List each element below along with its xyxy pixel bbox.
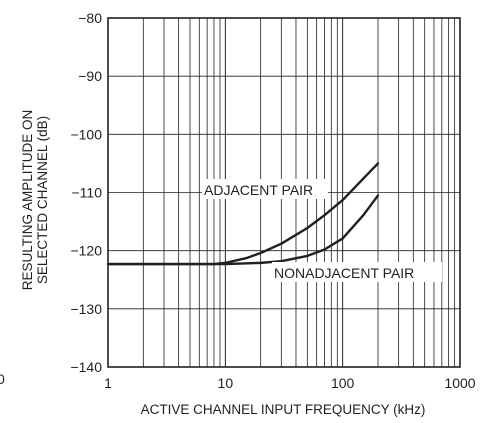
y-tick-label: −100 [70, 126, 102, 142]
plot-frame [107, 17, 461, 368]
series-lines [106, 162, 380, 266]
stray-label: 0 [0, 371, 5, 387]
y-tick-label: −80 [78, 10, 102, 26]
x-tick-label: 1000 [444, 375, 475, 391]
series-line-nonadjacent-pair [106, 194, 380, 266]
y-tick-label: −140 [70, 359, 102, 375]
nonadjacent-label-bg [272, 262, 442, 282]
adjacent-pair-label: ADJACENT PAIR [204, 182, 313, 198]
x-axis-label: ACTIVE CHANNEL INPUT FREQUENCY (kHz) [141, 402, 426, 417]
y-tick-label: −120 [70, 243, 102, 259]
y-axis-label-line2: SELECTED CHANNEL (dB) [35, 116, 50, 284]
y-tick-label: −130 [70, 301, 102, 317]
y-axis-label-line1: RESULTING AMPLITUDE ON [20, 110, 35, 291]
nonadjacent-pair-label: NONADJACENT PAIR [274, 265, 414, 281]
y-tick-label: −110 [72, 185, 103, 201]
x-tick-label: 10 [218, 375, 234, 391]
x-tick-label: 100 [331, 375, 355, 391]
y-tick-label: −90 [78, 68, 102, 84]
adjacent-label-bg [202, 179, 328, 199]
x-tick-label: 1 [104, 375, 112, 391]
